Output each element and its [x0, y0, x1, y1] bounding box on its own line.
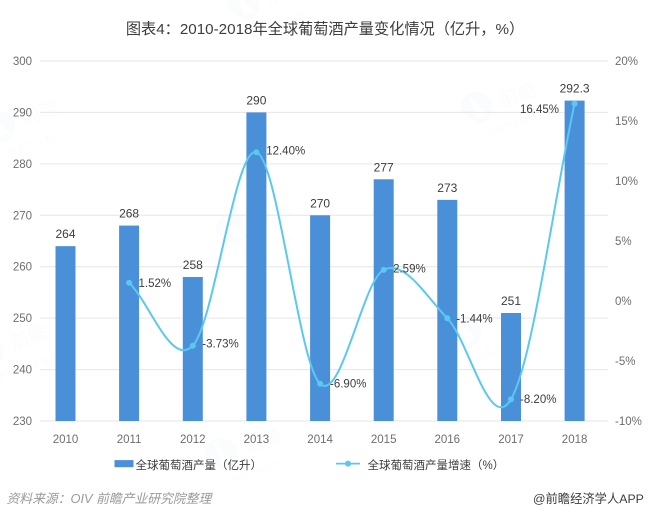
svg-text:268: 268	[119, 207, 139, 221]
svg-text:2018: 2018	[562, 434, 588, 446]
svg-text:-6.90%: -6.90%	[330, 379, 366, 391]
svg-text:-5%: -5%	[615, 356, 635, 368]
svg-text:16.45%: 16.45%	[520, 104, 559, 116]
svg-text:240: 240	[13, 365, 32, 377]
svg-text:-10%: -10%	[615, 416, 642, 428]
svg-text:230: 230	[13, 416, 32, 428]
svg-text:280: 280	[13, 159, 32, 171]
svg-text:15%: 15%	[615, 116, 638, 128]
svg-text:273: 273	[437, 181, 457, 195]
svg-text:2017: 2017	[498, 434, 524, 446]
svg-text:-8.20%: -8.20%	[520, 394, 556, 406]
svg-text:1.52%: 1.52%	[139, 278, 172, 290]
svg-text:0%: 0%	[615, 296, 632, 308]
svg-text:250: 250	[13, 313, 32, 325]
svg-text:258: 258	[183, 258, 203, 272]
svg-text:5%: 5%	[615, 236, 632, 248]
svg-text:270: 270	[310, 196, 330, 210]
svg-text:251: 251	[501, 294, 521, 308]
svg-text:10%: 10%	[615, 176, 638, 188]
svg-text:全球葡萄酒产量（亿升）: 全球葡萄酒产量（亿升）	[136, 458, 263, 472]
svg-text:277: 277	[374, 160, 394, 174]
svg-text:20%: 20%	[615, 56, 638, 68]
svg-text:-3.73%: -3.73%	[202, 339, 238, 351]
svg-text:260: 260	[13, 262, 32, 274]
svg-text:270: 270	[13, 210, 32, 222]
svg-text:2012: 2012	[180, 434, 206, 446]
svg-text:2.59%: 2.59%	[393, 263, 426, 275]
svg-text:2011: 2011	[117, 434, 142, 446]
svg-text:264: 264	[55, 227, 75, 241]
svg-text:300: 300	[13, 56, 32, 68]
svg-text:资料来源：OIV 前瞻产业研究院整理: 资料来源：OIV 前瞻产业研究院整理	[7, 491, 214, 506]
svg-text:290: 290	[13, 107, 32, 119]
svg-text:全球葡萄酒产量增速（%）: 全球葡萄酒产量增速（%）	[368, 458, 505, 472]
svg-text:2010: 2010	[53, 434, 79, 446]
svg-text:290: 290	[246, 93, 266, 107]
svg-text:-1.44%: -1.44%	[456, 313, 492, 325]
svg-text:292.3: 292.3	[560, 82, 590, 96]
svg-text:2013: 2013	[244, 434, 270, 446]
svg-text:12.40%: 12.40%	[266, 146, 305, 158]
svg-text:@前瞻经济学人APP: @前瞻经济学人APP	[533, 491, 644, 506]
svg-text:2015: 2015	[371, 434, 397, 446]
svg-text:2016: 2016	[435, 434, 461, 446]
svg-text:2014: 2014	[307, 434, 333, 446]
